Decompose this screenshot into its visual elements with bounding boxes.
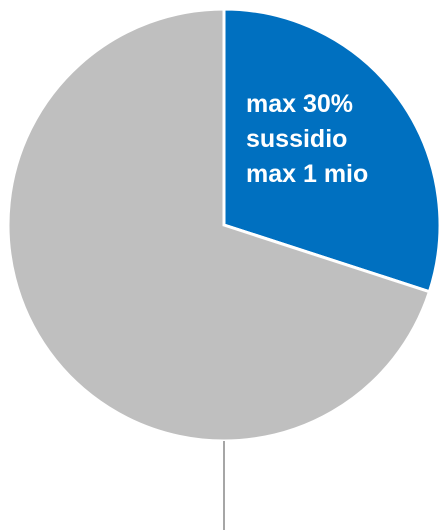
pie-slice-0 <box>222 7 440 294</box>
pie-slice-0-label: max 30% sussidio max 1 mio <box>246 90 368 188</box>
pie-slice-0-label-line-2: max 1 mio <box>246 160 368 188</box>
pie-slice-0-label-line-1: sussidio <box>246 125 347 153</box>
pie-slices <box>6 7 440 443</box>
pie-slice-1 <box>6 7 432 443</box>
pie-labels: max 30% sussidio max 1 mio <box>246 90 368 188</box>
pie-slice-0-label-line-0: max 30% <box>246 90 353 118</box>
